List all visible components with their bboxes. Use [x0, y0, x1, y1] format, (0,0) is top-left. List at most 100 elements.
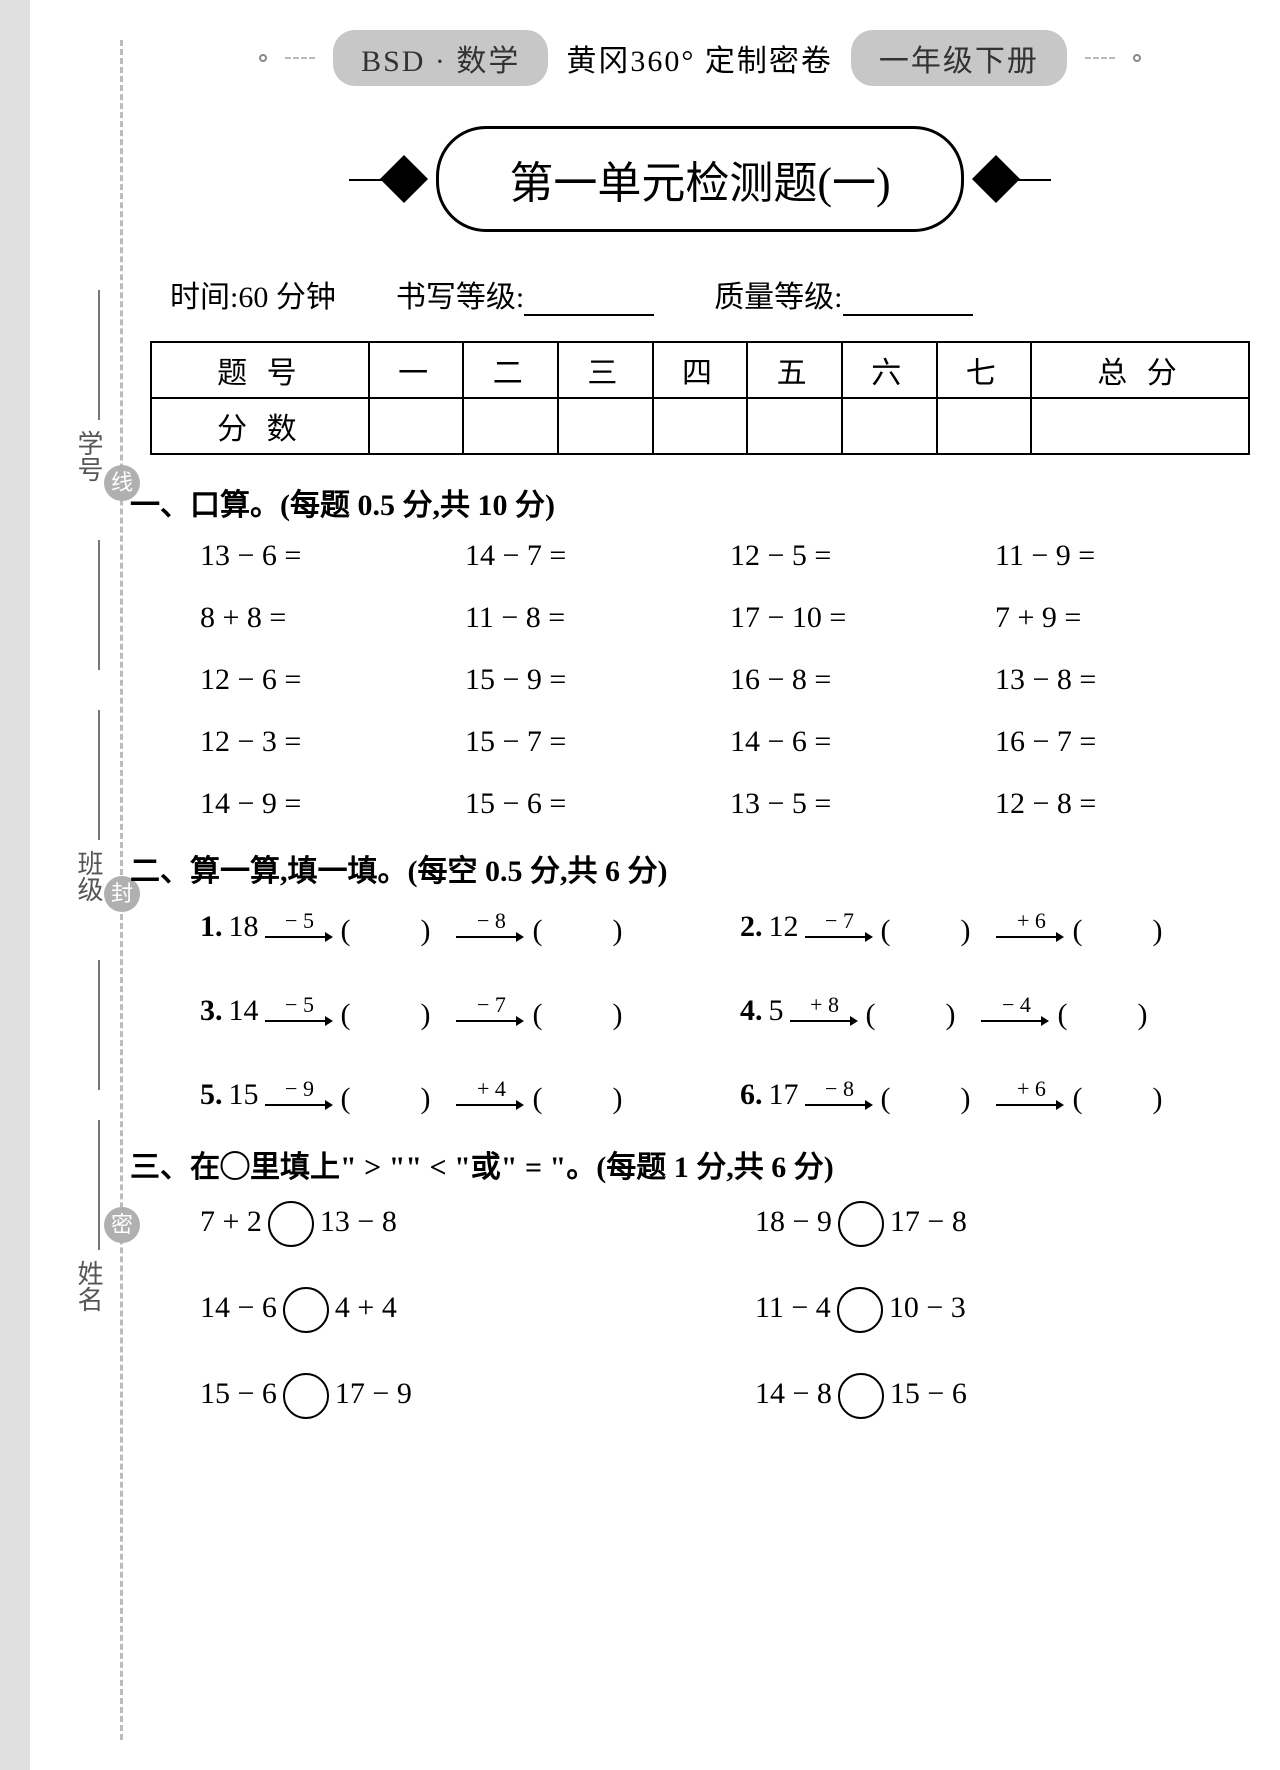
- arithmetic-grid: 13 − 6 =14 − 7 =12 − 5 =11 − 9 =8 + 8 =1…: [150, 539, 1250, 821]
- header-dot: [1133, 54, 1141, 62]
- compare-circle[interactable]: [837, 1287, 883, 1333]
- compare-right: 4 + 4: [335, 1291, 397, 1324]
- chain-start: 18: [229, 910, 259, 944]
- chain-start: 5: [769, 994, 784, 1028]
- section-1-heading: 一、口算。(每题 0.5 分,共 10 分): [130, 480, 1250, 524]
- arithmetic-item: 13 − 5 =: [730, 787, 985, 821]
- compare-right: 17 − 8: [890, 1205, 967, 1238]
- chain-blank[interactable]: ( ): [532, 1073, 642, 1117]
- chain-blank[interactable]: ( ): [1072, 1073, 1182, 1117]
- compare-item: 15 − 617 − 9: [200, 1373, 695, 1419]
- chain-blank[interactable]: ( ): [341, 905, 451, 949]
- side-line: [98, 1120, 100, 1250]
- compare-left: 14 − 6: [200, 1291, 277, 1324]
- arithmetic-item: 12 − 3 =: [200, 725, 455, 759]
- arithmetic-item: 17 − 10 =: [730, 601, 985, 635]
- arrow-icon: − 8: [805, 1078, 875, 1112]
- compare-right: 13 − 8: [320, 1205, 397, 1238]
- arithmetic-item: 15 − 6 =: [465, 787, 720, 821]
- score-cell[interactable]: [842, 398, 937, 454]
- side-line: [98, 960, 100, 1090]
- arrow-icon: − 5: [265, 994, 335, 1028]
- header-dash: [285, 57, 315, 59]
- chain-item: 1.18− 5( )− 8( ): [200, 905, 710, 949]
- arithmetic-item: 8 + 8 =: [200, 601, 455, 635]
- th: 七: [937, 342, 1032, 398]
- chain-blank[interactable]: ( ): [1072, 905, 1182, 949]
- chain-number: 4.: [740, 994, 763, 1028]
- th: 二: [463, 342, 558, 398]
- compare-left: 18 − 9: [755, 1205, 832, 1238]
- chain-start: 12: [769, 910, 799, 944]
- arithmetic-item: 13 − 8 =: [995, 663, 1250, 697]
- header-middle: 黄冈360° 定制密卷: [566, 36, 833, 80]
- compare-circle[interactable]: [838, 1201, 884, 1247]
- time-label: 时间:60 分钟: [170, 272, 336, 316]
- compare-item: 14 − 8 15 − 6: [755, 1373, 1250, 1419]
- header-right-pill: 一年级下册: [851, 30, 1067, 86]
- score-cell[interactable]: [1031, 398, 1249, 454]
- compare-left: 14 − 8: [755, 1377, 832, 1410]
- chain-blank[interactable]: ( ): [881, 1073, 991, 1117]
- chain-item: 2.12− 7( )+ 6( ): [740, 905, 1250, 949]
- chain-blank[interactable]: ( ): [532, 989, 642, 1033]
- blank-line[interactable]: [843, 292, 973, 316]
- compare-circle[interactable]: [283, 1373, 329, 1419]
- th: 总 分: [1031, 342, 1249, 398]
- table-row: 分 数: [151, 398, 1249, 454]
- arrow-icon: − 7: [456, 994, 526, 1028]
- writing-label: 书写等级:: [396, 281, 524, 314]
- chain-blank[interactable]: ( ): [532, 905, 642, 949]
- left-gray-bar: [0, 0, 30, 1770]
- compare-item: 11 − 410 − 3: [755, 1287, 1250, 1333]
- chain-start: 17: [769, 1078, 799, 1112]
- chain-item: 5.15− 9( )+ 4( ): [200, 1073, 710, 1117]
- arithmetic-item: 14 − 6 =: [730, 725, 985, 759]
- score-table: 题 号 一 二 三 四 五 六 七 总 分 分 数: [150, 341, 1250, 455]
- arithmetic-item: 7 + 9 =: [995, 601, 1250, 635]
- chain-number: 3.: [200, 994, 223, 1028]
- score-cell[interactable]: [653, 398, 748, 454]
- chain-blank[interactable]: ( ): [341, 989, 451, 1033]
- compare-right: 15 − 6: [890, 1377, 967, 1410]
- arrow-icon: − 7: [805, 910, 875, 944]
- th: 三: [558, 342, 653, 398]
- compare-left: 11 − 4: [755, 1291, 831, 1324]
- compare-circle[interactable]: [268, 1201, 314, 1247]
- arithmetic-item: 16 − 7 =: [995, 725, 1250, 759]
- arithmetic-item: 11 − 9 =: [995, 539, 1250, 573]
- arrow-icon: + 6: [996, 910, 1066, 944]
- chain-number: 2.: [740, 910, 763, 944]
- compare-right: 17 − 9: [335, 1377, 412, 1410]
- side-line: [98, 710, 100, 840]
- chain-item: 3.14− 5( )− 7( ): [200, 989, 710, 1033]
- chain-item: 6.17− 8( )+ 6( ): [740, 1073, 1250, 1117]
- score-cell[interactable]: [937, 398, 1032, 454]
- chain-number: 1.: [200, 910, 223, 944]
- arithmetic-item: 13 − 6 =: [200, 539, 455, 573]
- th: 题 号: [151, 342, 369, 398]
- title-line: [1001, 179, 1051, 181]
- section-2-heading: 二、算一算,填一填。(每空 0.5 分,共 6 分): [130, 846, 1250, 890]
- blank-line[interactable]: [524, 292, 654, 316]
- arrow-icon: − 9: [265, 1078, 335, 1112]
- chain-blank[interactable]: ( ): [341, 1073, 451, 1117]
- score-cell[interactable]: [463, 398, 558, 454]
- chain-blank[interactable]: ( ): [866, 989, 976, 1033]
- side-label-name: 姓名: [70, 1260, 107, 1312]
- main-content: BSD · 数学 黄冈360° 定制密卷 一年级下册 第一单元检测题(一) 时间…: [150, 30, 1250, 1419]
- chain-blank[interactable]: ( ): [881, 905, 991, 949]
- chain-grid: 1.18− 5( )− 8( )2.12− 7( )+ 6( )3.14− 5(…: [150, 905, 1250, 1117]
- side-line: [98, 290, 100, 420]
- compare-circle[interactable]: [838, 1373, 884, 1419]
- arithmetic-item: 15 − 9 =: [465, 663, 720, 697]
- chain-start: 14: [229, 994, 259, 1028]
- arithmetic-item: 12 − 6 =: [200, 663, 455, 697]
- arithmetic-item: 11 − 8 =: [465, 601, 720, 635]
- score-cell[interactable]: [369, 398, 464, 454]
- score-cell[interactable]: [558, 398, 653, 454]
- compare-circle[interactable]: [283, 1287, 329, 1333]
- section-3-heading: 三、在◯里填上" > "" < "或" = "。(每题 1 分,共 6 分): [130, 1142, 1250, 1186]
- chain-blank[interactable]: ( ): [1057, 989, 1167, 1033]
- score-cell[interactable]: [747, 398, 842, 454]
